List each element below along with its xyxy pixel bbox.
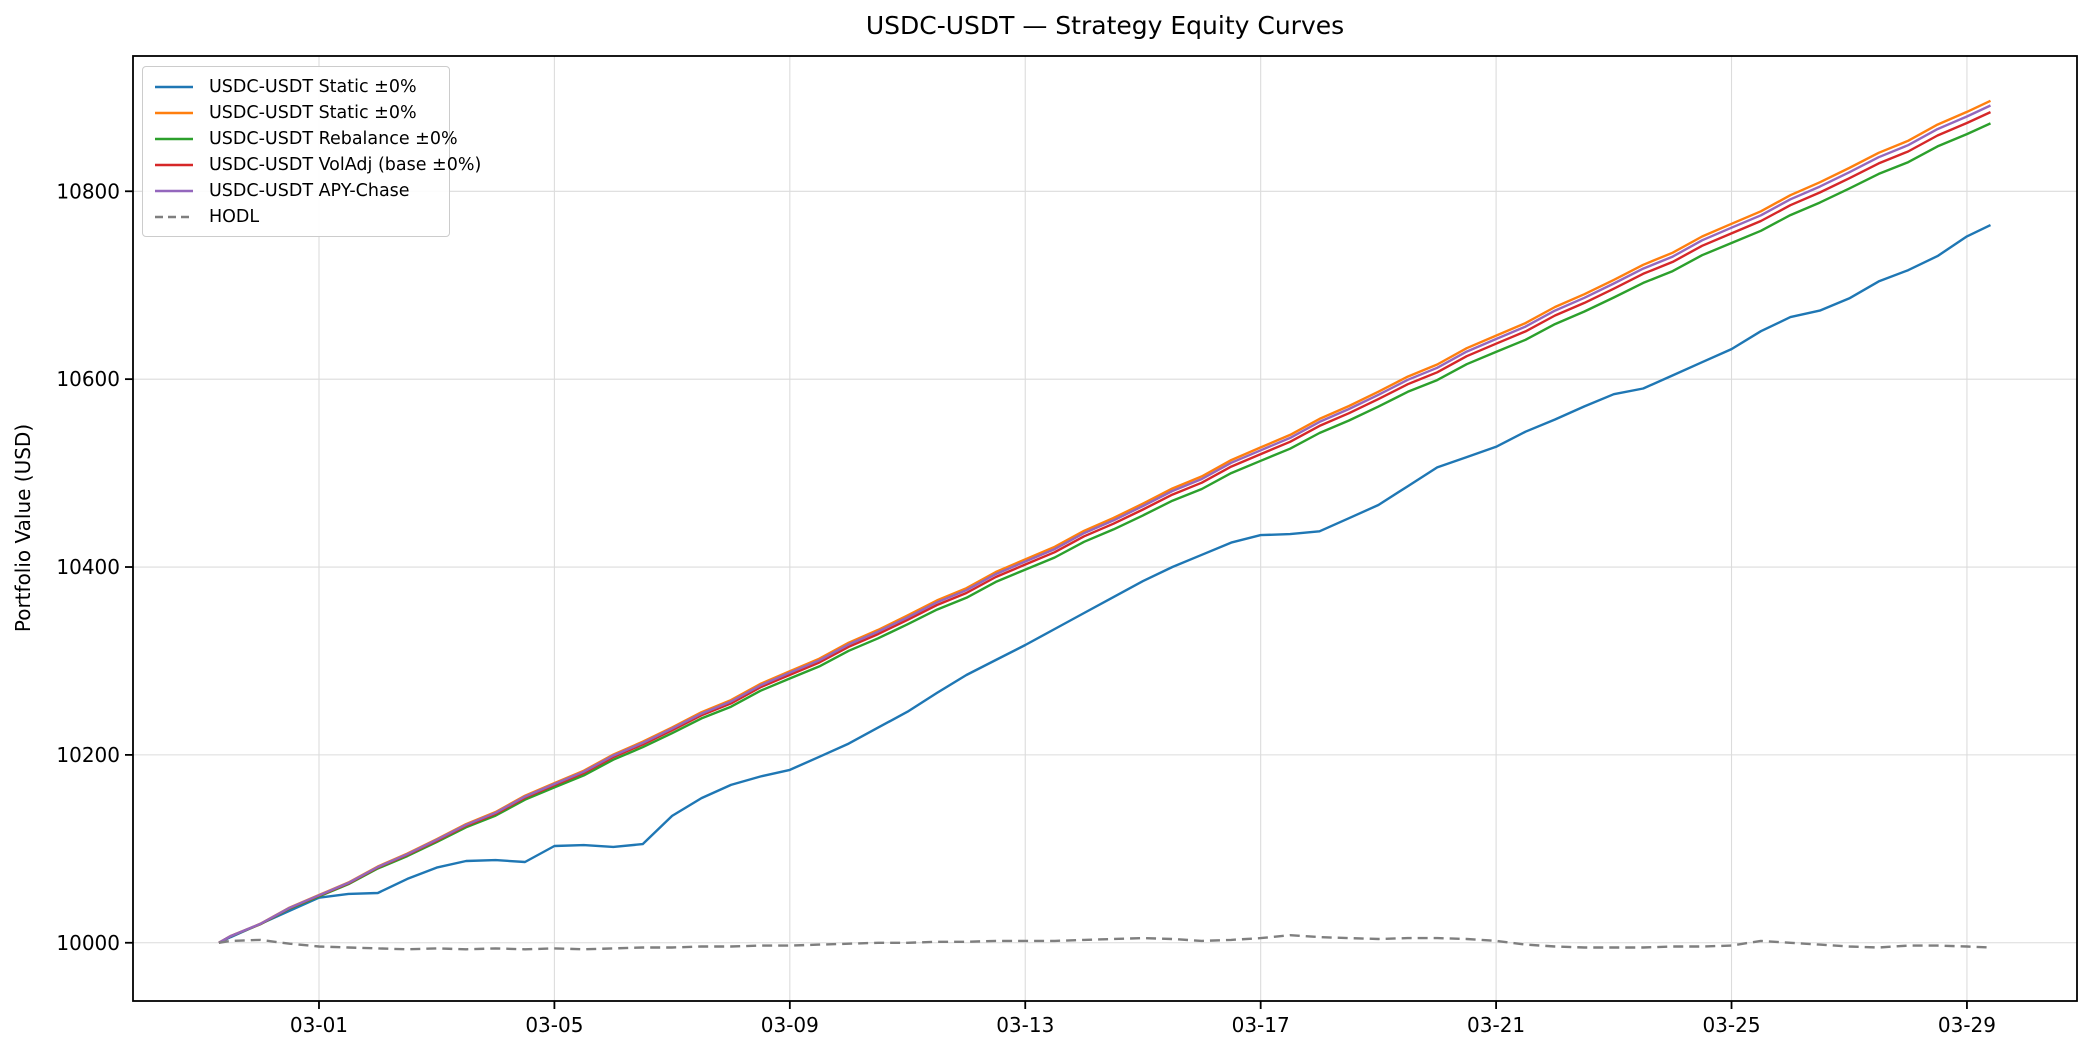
legend-item-5: HODL bbox=[151, 204, 441, 230]
legend-label: USDC-USDT APY-Chase bbox=[209, 181, 410, 201]
y-tick-label: 10800 bbox=[56, 179, 120, 203]
legend-label: USDC-USDT Static ±0% bbox=[209, 77, 417, 97]
legend-label: USDC-USDT Static ±0% bbox=[209, 103, 417, 123]
legend-label: USDC-USDT Rebalance ±0% bbox=[209, 129, 458, 149]
axis-tick-labels: 03-01 03-05 03-09 03-13 03-17 03-21 03-25 03-29… bbox=[56, 179, 1996, 1037]
chart-title: USDC-USDT — Strategy Equity Curves bbox=[866, 11, 1344, 40]
legend-item-4: USDC-USDT APY-Chase bbox=[151, 178, 441, 204]
legend-item-1: USDC-USDT Static ±0% bbox=[151, 100, 441, 126]
legend-label: USDC-USDT VolAdj (base ±0%) bbox=[209, 155, 482, 175]
y-tick-label: 10000 bbox=[56, 931, 120, 955]
axis-ticks bbox=[125, 190, 1968, 1009]
x-tick-label: 03-25 bbox=[1702, 1013, 1760, 1037]
x-tick-label: 03-17 bbox=[1232, 1013, 1290, 1037]
series-lines bbox=[218, 99, 1992, 951]
legend-item-0: USDC-USDT Static ±0% bbox=[151, 74, 441, 100]
legend: USDC-USDT Static ±0% USDC-USDT Static ±0%… bbox=[142, 66, 481, 237]
axes-frame bbox=[132, 55, 2078, 1002]
x-tick-label: 03-01 bbox=[290, 1013, 348, 1037]
legend-swatch-line bbox=[155, 163, 193, 167]
series-line-4 bbox=[218, 104, 1992, 944]
plot-border bbox=[132, 55, 2078, 1002]
series-line-2 bbox=[218, 122, 1991, 944]
series-line-5 bbox=[218, 934, 1991, 951]
legend-item-3: USDC-USDT VolAdj (base ±0%) bbox=[151, 152, 481, 178]
y-tick-label: 10200 bbox=[56, 743, 120, 767]
x-tick-label: 03-09 bbox=[761, 1013, 819, 1037]
x-tick-label: 03-29 bbox=[1938, 1013, 1996, 1037]
legend-swatch-line bbox=[155, 189, 193, 193]
y-tick-label: 10400 bbox=[56, 555, 120, 579]
series-line-0 bbox=[218, 224, 1992, 944]
x-tick-label: 03-13 bbox=[996, 1013, 1054, 1037]
x-tick-label: 03-21 bbox=[1467, 1013, 1525, 1037]
gridlines bbox=[133, 56, 2077, 1001]
legend-swatch-line bbox=[155, 85, 193, 89]
legend-item-2: USDC-USDT Rebalance ±0% bbox=[151, 126, 458, 152]
legend-swatch-line bbox=[155, 137, 193, 141]
legend-label: HODL bbox=[209, 207, 260, 227]
legend-swatch-dashed-line bbox=[155, 215, 193, 219]
legend-swatch-line bbox=[155, 111, 193, 115]
y-tick-label: 10600 bbox=[56, 367, 120, 391]
y-axis-label: Portfolio Value (USD) bbox=[11, 424, 35, 632]
x-tick-label: 03-05 bbox=[525, 1013, 583, 1037]
